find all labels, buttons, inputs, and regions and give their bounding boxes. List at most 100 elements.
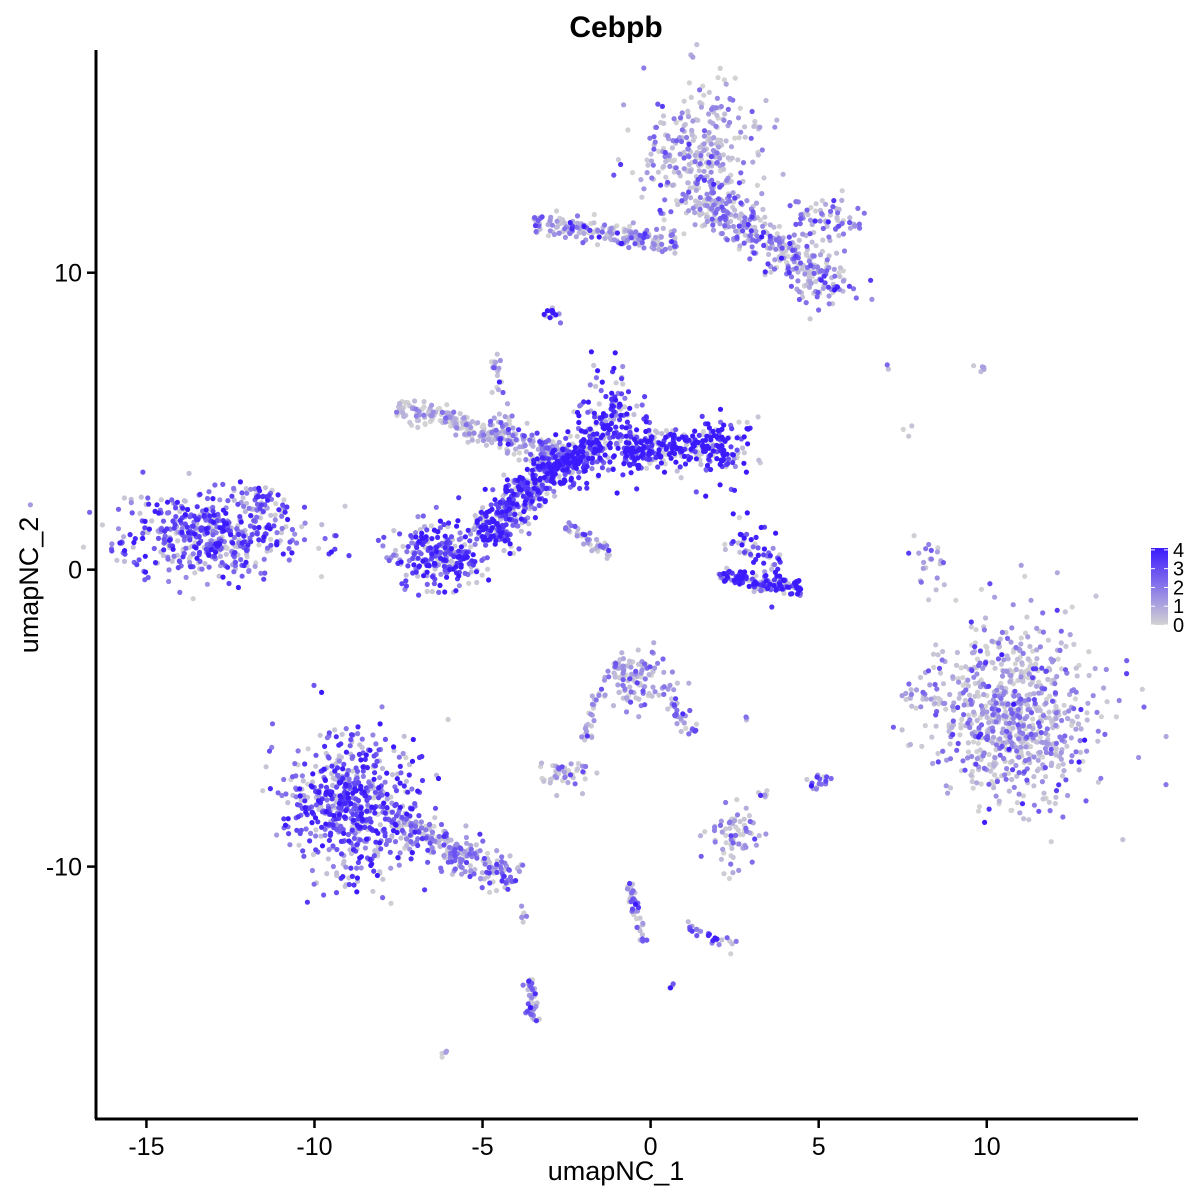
cell-point (1103, 666, 1109, 673)
cell-point (826, 301, 832, 307)
cell-point (909, 423, 915, 429)
cell-point (1031, 774, 1037, 780)
cell-point (262, 570, 268, 576)
cell-point (674, 468, 680, 474)
cell-point (393, 813, 400, 819)
cell-point (991, 785, 997, 791)
cell-point (776, 223, 783, 229)
cell-point (576, 475, 582, 481)
cell-point (423, 827, 429, 833)
cell-point (920, 689, 926, 696)
cell-point (604, 555, 610, 561)
cell-point (333, 533, 339, 539)
cell-point (814, 774, 820, 780)
cell-point (589, 460, 595, 466)
cell-point (405, 563, 411, 569)
cell-point (491, 365, 497, 371)
cell-point (430, 849, 437, 855)
cell-point (721, 871, 727, 877)
cell-point (1018, 674, 1024, 680)
cell-point (760, 223, 766, 229)
cell-point (620, 670, 626, 676)
cell-point (644, 937, 650, 943)
cell-point (145, 495, 151, 501)
cell-point (1026, 697, 1032, 703)
cell-point (479, 885, 485, 891)
cell-point (648, 151, 654, 157)
cell-point (541, 778, 547, 784)
cell-point (474, 579, 480, 586)
cell-point (1012, 688, 1018, 694)
cell-point (913, 705, 919, 711)
cell-point (908, 691, 915, 698)
cell-point (149, 518, 155, 524)
cell-point (652, 689, 658, 695)
cell-point (516, 427, 522, 433)
cell-point (465, 527, 471, 533)
cell-point (697, 100, 703, 106)
cell-point (671, 116, 677, 122)
cell-point (1048, 750, 1054, 757)
cell-point (515, 523, 521, 529)
cell-point (363, 785, 369, 791)
cell-point (673, 120, 679, 126)
cell-point (721, 213, 727, 219)
cell-point (412, 823, 418, 829)
cell-point (697, 833, 704, 839)
cell-point (995, 707, 1002, 713)
cell-point (692, 222, 698, 228)
cell-point (409, 540, 415, 546)
cell-point (596, 692, 602, 699)
cell-point (308, 830, 314, 837)
cell-point (1042, 746, 1048, 752)
cell-point (397, 850, 403, 856)
cell-point (852, 223, 858, 229)
cell-point (158, 497, 164, 503)
cell-point (330, 822, 336, 828)
cell-point (740, 160, 747, 166)
cell-point (279, 525, 285, 532)
cell-point (1030, 675, 1036, 681)
cell-point (539, 482, 545, 488)
cell-point (774, 231, 780, 237)
cell-point (237, 514, 243, 520)
cell-point (532, 223, 539, 229)
cell-point (582, 532, 588, 538)
cell-point (496, 365, 502, 371)
cell-point (767, 245, 773, 251)
cell-point (659, 103, 666, 109)
cell-point (225, 498, 231, 504)
cell-point (429, 536, 435, 542)
cell-point (231, 550, 237, 556)
cell-point (1065, 715, 1071, 722)
cell-point (769, 604, 775, 610)
cell-point (224, 545, 230, 551)
cell-point (506, 867, 512, 873)
cell-point (658, 234, 664, 240)
cell-point (726, 568, 733, 574)
cell-point (211, 553, 217, 559)
cell-point (407, 419, 413, 426)
cell-point (711, 135, 717, 141)
cell-point (923, 546, 929, 552)
cell-point (593, 383, 599, 389)
cell-point (1037, 749, 1043, 756)
cell-point (421, 404, 427, 410)
cell-point (471, 851, 477, 857)
cell-point (357, 742, 363, 748)
cell-point (517, 444, 523, 450)
cell-point (1053, 788, 1060, 794)
cell-point (1085, 700, 1091, 706)
cell-point (544, 485, 550, 491)
cell-point (1011, 693, 1017, 699)
cell-point (177, 517, 183, 524)
cell-point (511, 451, 517, 457)
cell-point (512, 511, 518, 517)
cell-point (448, 534, 455, 540)
cell-point (1046, 709, 1052, 715)
cell-point (618, 391, 625, 397)
cell-point (765, 261, 771, 267)
cell-point (679, 198, 685, 204)
cell-point (908, 687, 914, 693)
cell-point (198, 527, 204, 533)
